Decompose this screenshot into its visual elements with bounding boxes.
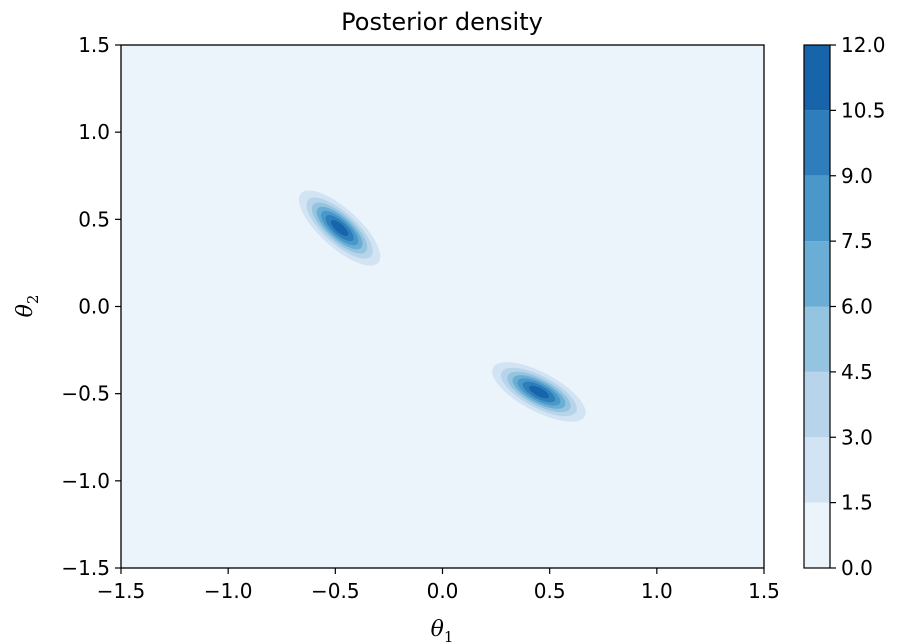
colorbar-band-6 [804,110,830,176]
plot-area [120,44,765,569]
x-tick-label: −0.5 [311,579,360,603]
colorbar-band-2 [804,371,830,438]
colorbar: 0.0 1.5 3.0 4.5 6.0 7.5 9.0 10.5 12.0 [803,33,886,580]
colorbar-band-1 [804,437,830,503]
y-tick-label: 1.0 [78,120,110,144]
x-axis: −1.5 −1.0 −0.5 0.0 0.5 1.0 1.5 [97,568,780,603]
colorbar-tick-label: 10.5 [841,98,886,122]
y-tick-label: 0.0 [78,295,110,319]
y-axis: −1.5 −1.0 −0.5 0.0 0.5 1.0 1.5 [61,33,121,580]
colorbar-band-7 [804,45,830,111]
y-tick-label: −1.5 [61,556,110,580]
colorbar-band-0 [804,502,830,568]
posterior-mode-1 [298,190,381,266]
posterior-mode-2 [492,362,586,422]
x-tick-label: 1.5 [748,579,780,603]
colorbar-tick-label: 7.5 [841,229,873,253]
x-tick-label: 0.0 [427,579,459,603]
x-axis-label: θ1 [431,617,454,643]
colorbar-tick-label: 9.0 [841,164,873,188]
x-axis-label-subscript: 1 [444,628,454,643]
x-tick-label: −1.0 [204,579,253,603]
colorbar-band-3 [804,306,830,372]
colorbar-band-5 [804,175,830,242]
chart-title: Posterior density [341,8,543,36]
colorbar-tick-label: 1.5 [841,491,873,515]
colorbar-tick-label: 3.0 [841,425,873,449]
y-tick-label: −1.0 [61,469,110,493]
y-axis-label: θ2 [13,295,42,318]
mode-2-level-7 [529,385,549,399]
colorbar-tick-label: 6.0 [841,295,873,319]
colorbar-band-4 [804,241,830,307]
colorbar-tick-label: 4.5 [841,360,873,384]
y-tick-label: −0.5 [61,382,110,406]
colorbar-tick-label: 12.0 [841,33,886,57]
x-tick-label: 0.5 [534,579,566,603]
mode-1-level-7 [331,220,349,236]
y-tick-label: 1.5 [78,33,110,57]
colorbar-tick-label: 0.0 [841,556,873,580]
y-axis-label-subscript: 2 [24,295,42,305]
y-axis-label-base: θ [13,304,38,317]
y-tick-label: 0.5 [78,207,110,231]
contour-bands [298,190,586,422]
x-tick-label: −1.5 [97,579,146,603]
x-tick-label: 1.0 [641,579,673,603]
x-axis-label-base: θ [431,617,444,642]
contour-band-0 [121,45,764,568]
